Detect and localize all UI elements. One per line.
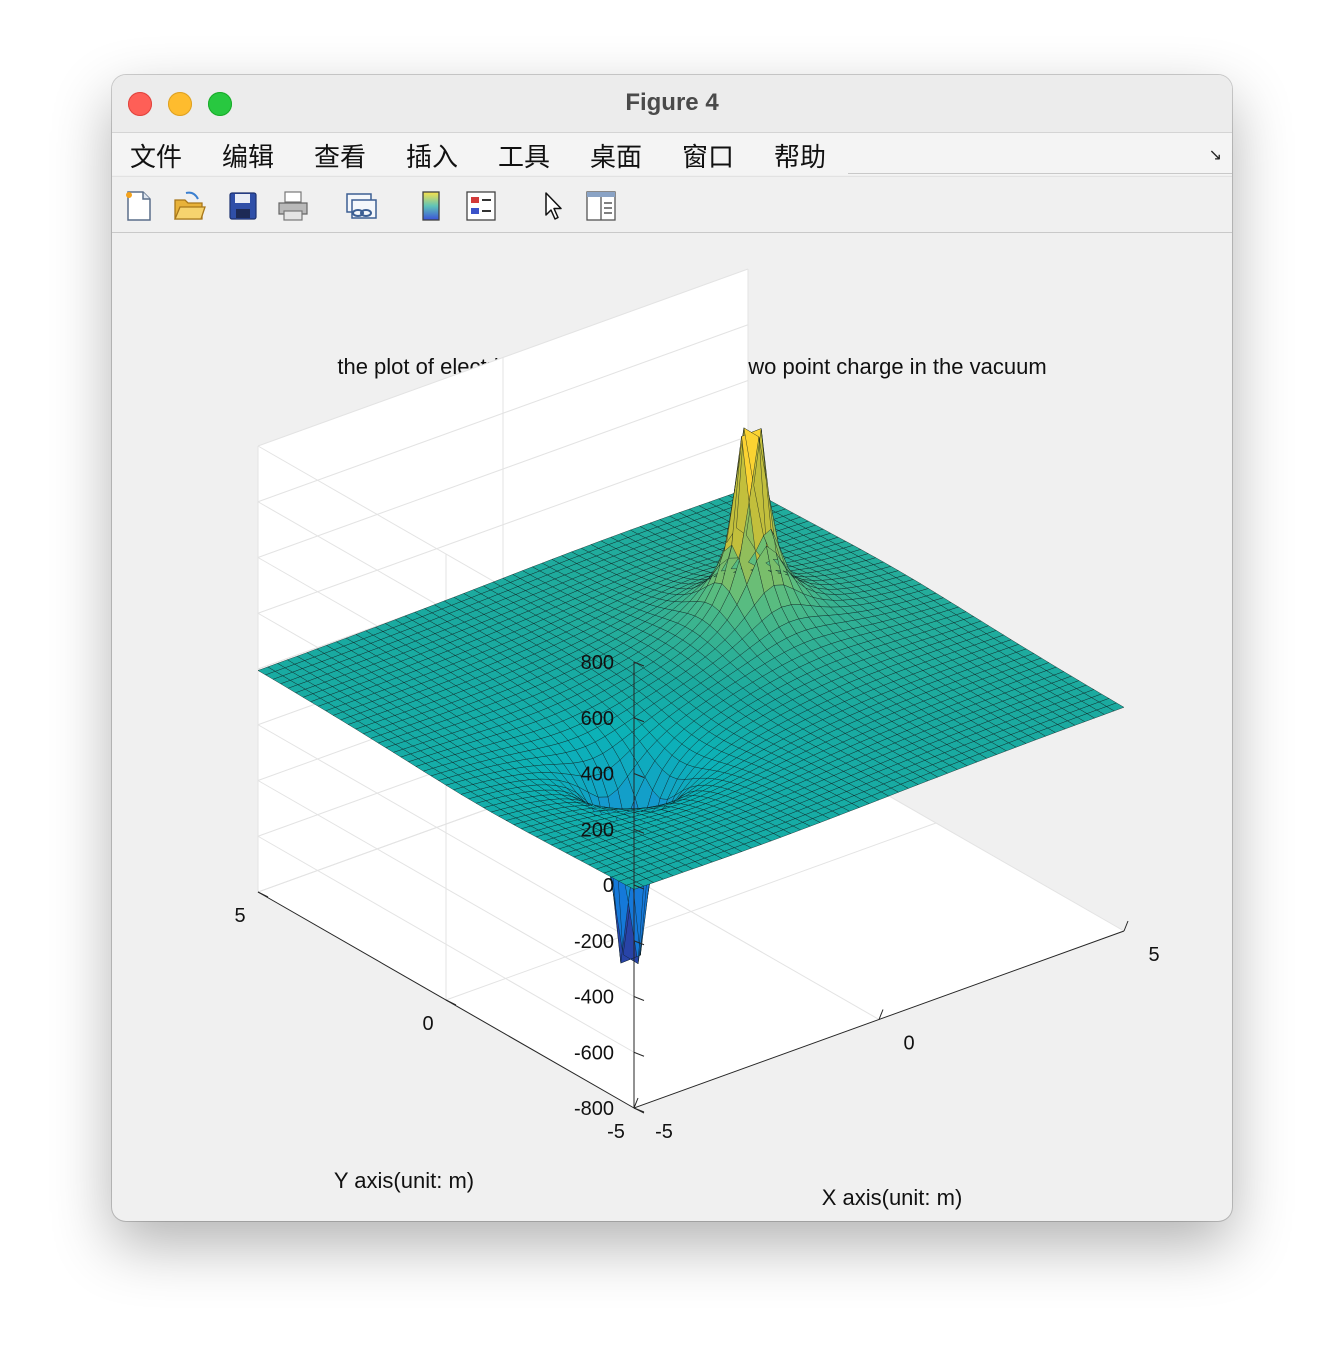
z-tick-label: -200 <box>574 931 614 953</box>
x-tick <box>633 1097 639 1109</box>
z-tick <box>633 940 645 946</box>
menu-insert[interactable]: 插入 <box>406 143 459 173</box>
grid-line <box>257 268 749 447</box>
z-tick-label: 0 <box>603 875 614 897</box>
open-folder-icon[interactable] <box>172 189 206 223</box>
plot-area[interactable]: the plot of electric potential distribut… <box>112 232 1232 1221</box>
grid-line <box>257 835 635 1053</box>
y-tick-label: 5 <box>234 905 245 927</box>
z-tick <box>633 1051 645 1057</box>
x-axis-label: X axis(unit: m) <box>822 1185 963 1210</box>
save-icon[interactable] <box>226 189 260 223</box>
y-tick <box>257 891 269 898</box>
grid-line <box>257 724 635 942</box>
pointer-icon[interactable] <box>536 189 570 223</box>
x-tick <box>878 1009 884 1020</box>
plot-front-layer: -800 -600 -400 -200 0 200 400 600 800 -5 0 5 -5 0 5 <box>234 652 1159 1143</box>
z-tick-label: 400 <box>581 764 614 786</box>
x-tick-label: 5 <box>1148 944 1159 966</box>
toolbar <box>112 176 1232 233</box>
zoom-window-button[interactable] <box>208 92 232 116</box>
x-tick-label: 0 <box>903 1033 914 1055</box>
z-tick-label: 200 <box>581 819 614 841</box>
y-axis-label: Y axis(unit: m) <box>334 1168 474 1193</box>
menu-file[interactable]: 文件 <box>130 143 183 173</box>
title-bar[interactable]: Figure 4 <box>112 75 1232 133</box>
surface-mesh <box>257 427 1125 965</box>
menu-desktop[interactable]: 桌面 <box>590 143 643 173</box>
link-plot-icon[interactable] <box>344 189 378 223</box>
z-tick-label: -400 <box>574 987 614 1009</box>
y-tick <box>445 999 457 1006</box>
window-title: Figure 4 <box>625 89 719 116</box>
menu-bar: 文件 编辑 查看 插入 工具 桌面 窗口 帮助 ↘ <box>112 133 1232 175</box>
grid-line <box>445 822 937 1001</box>
legend-icon[interactable] <box>464 189 498 223</box>
y-tick-label: 0 <box>422 1013 433 1035</box>
z-tick <box>633 828 645 834</box>
menu-window[interactable]: 窗口 <box>682 143 735 173</box>
z-tick <box>633 884 645 890</box>
grid-line <box>257 435 749 614</box>
print-icon[interactable] <box>276 189 310 223</box>
surface-plot[interactable]: the plot of electric potential distribut… <box>112 232 1232 1221</box>
z-tick <box>633 661 645 667</box>
z-tick-label: -600 <box>574 1042 614 1064</box>
grid-line <box>257 324 749 503</box>
z-tick <box>633 773 645 778</box>
z-tick-label: 800 <box>581 652 614 674</box>
z-tick <box>633 996 645 1001</box>
x-tick <box>1123 920 1129 932</box>
grid-line <box>257 380 749 558</box>
z-tick-label: 600 <box>581 708 614 730</box>
close-window-button[interactable] <box>128 92 152 116</box>
menu-help[interactable]: 帮助 <box>774 143 827 173</box>
y-tick-label: -5 <box>607 1121 625 1143</box>
menu-edit[interactable]: 编辑 <box>222 143 275 173</box>
dock-arrow-icon[interactable]: ↘ <box>1208 147 1222 164</box>
y-tick <box>633 1107 645 1114</box>
minimize-window-button[interactable] <box>168 92 192 116</box>
menu-tools[interactable]: 工具 <box>498 143 551 173</box>
menu-view[interactable]: 查看 <box>314 143 367 173</box>
x-tick-label: -5 <box>655 1121 673 1143</box>
z-tick <box>633 717 645 723</box>
property-inspector-icon[interactable] <box>584 189 618 223</box>
menu-divider <box>848 173 1232 174</box>
colorbar-icon[interactable] <box>414 189 448 223</box>
surface-face <box>1106 702 1125 712</box>
grid-line <box>257 780 635 997</box>
z-tick-label: -800 <box>574 1098 614 1120</box>
figure-window: Figure 4 文件 编辑 查看 插入 工具 桌面 窗口 帮助 ↘ <box>112 75 1232 1221</box>
new-file-icon[interactable] <box>122 189 156 223</box>
